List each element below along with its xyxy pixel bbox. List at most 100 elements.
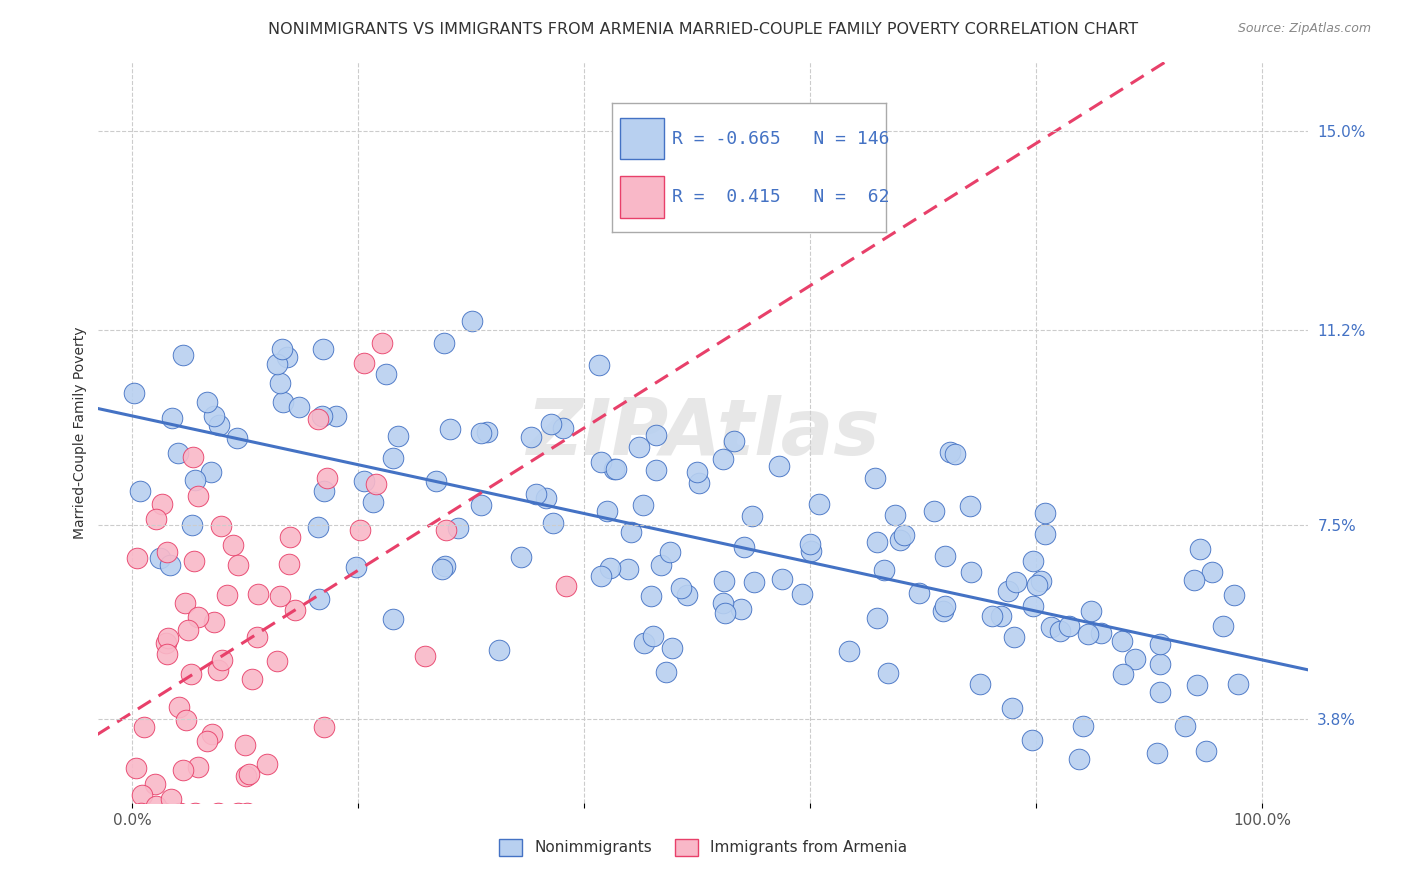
Point [1022, 599, 1045, 614]
Point [1212, 619, 1234, 633]
Point [211, 653, 233, 667]
Point [174, 713, 197, 727]
Point [316, 471, 339, 485]
Point [235, 769, 257, 783]
Point [650, 558, 672, 573]
Point [969, 677, 991, 691]
Point [287, 401, 309, 415]
Point [688, 476, 710, 491]
Point [207, 663, 229, 677]
Point [312, 342, 335, 356]
Point [278, 530, 301, 544]
Point [640, 589, 662, 603]
Point [1071, 719, 1094, 733]
Point [711, 596, 734, 610]
Point [676, 589, 699, 603]
Point [129, 484, 152, 499]
Point [461, 314, 484, 328]
Point [235, 739, 257, 753]
Point [873, 563, 896, 577]
Point [433, 335, 456, 350]
Point [247, 586, 270, 600]
Point [1195, 744, 1218, 758]
Point [1112, 666, 1135, 681]
Point [943, 447, 966, 461]
Point [661, 640, 683, 655]
Point [187, 760, 209, 774]
Point [132, 720, 155, 734]
Point [866, 611, 889, 625]
Point [269, 376, 291, 391]
Point [540, 417, 562, 431]
Point [149, 550, 172, 565]
Point [713, 574, 735, 588]
Point [1149, 657, 1171, 672]
Point [770, 572, 793, 586]
Point [889, 533, 911, 547]
Point [353, 474, 375, 488]
Point [447, 521, 470, 535]
Point [226, 558, 249, 572]
Point [184, 473, 207, 487]
Point [425, 474, 447, 488]
Point [177, 623, 200, 637]
Point [934, 599, 956, 614]
Point [413, 648, 436, 663]
Point [1001, 701, 1024, 715]
Point [344, 560, 367, 574]
Point [246, 630, 269, 644]
Point [959, 500, 981, 514]
Point [655, 665, 678, 679]
Point [686, 465, 709, 479]
Point [1080, 604, 1102, 618]
Point [603, 462, 626, 476]
Point [202, 409, 225, 423]
Point [308, 592, 330, 607]
Y-axis label: Married-Couple Family Poverty: Married-Couple Family Poverty [73, 326, 87, 539]
Point [620, 524, 643, 539]
Point [167, 446, 190, 460]
Point [374, 367, 396, 381]
Point [159, 792, 181, 806]
Point [742, 575, 765, 590]
Point [641, 629, 664, 643]
Point [644, 427, 666, 442]
Point [312, 720, 335, 734]
Point [733, 541, 755, 555]
Point [277, 557, 299, 571]
Point [990, 608, 1012, 623]
Point [131, 806, 153, 821]
Point [256, 756, 278, 771]
Point [1025, 578, 1047, 592]
Point [908, 585, 931, 599]
Point [156, 631, 179, 645]
Point [276, 350, 298, 364]
Point [605, 461, 627, 475]
Point [269, 589, 291, 603]
Point [939, 445, 962, 459]
Point [1182, 573, 1205, 587]
Point [215, 588, 238, 602]
Point [308, 520, 330, 534]
Point [1123, 651, 1146, 665]
Point [1111, 634, 1133, 648]
Point [866, 535, 889, 549]
Point [145, 511, 167, 525]
Point [541, 516, 564, 531]
Point [195, 395, 218, 409]
Point [509, 550, 531, 565]
Point [616, 561, 638, 575]
Point [723, 434, 745, 449]
Point [271, 395, 294, 409]
Point [534, 491, 557, 506]
Point [325, 409, 347, 423]
Point [633, 636, 655, 650]
Point [838, 644, 860, 658]
Point [1090, 626, 1112, 640]
Point [644, 463, 666, 477]
Point [266, 654, 288, 668]
Point [596, 504, 619, 518]
Point [893, 528, 915, 542]
Point [159, 558, 181, 573]
Point [307, 411, 329, 425]
